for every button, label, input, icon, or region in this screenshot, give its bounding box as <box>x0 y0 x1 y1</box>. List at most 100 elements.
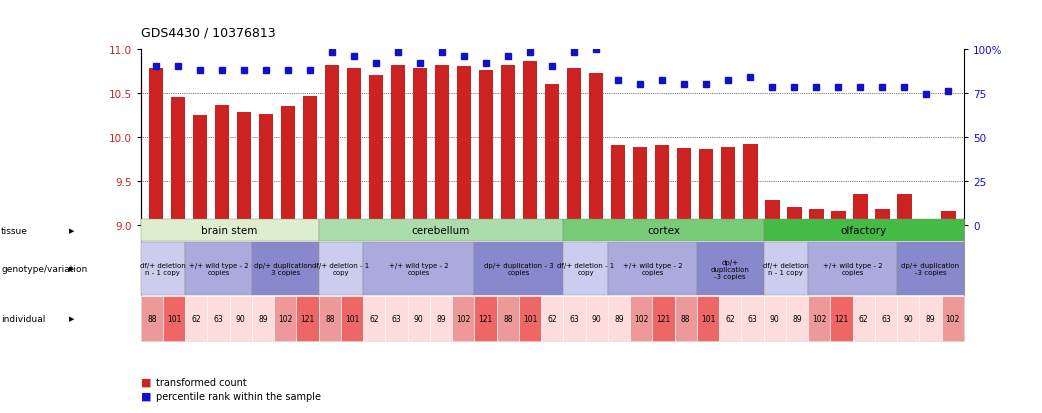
Text: ■: ■ <box>141 377 151 387</box>
Bar <box>237 113 251 225</box>
Text: 90: 90 <box>414 314 424 323</box>
Text: 101: 101 <box>345 314 359 323</box>
Text: 62: 62 <box>547 314 557 323</box>
Bar <box>919 221 934 225</box>
Text: individual: individual <box>1 314 46 323</box>
Text: df/+ deletion
n - 1 copy: df/+ deletion n - 1 copy <box>763 262 809 275</box>
Text: 101: 101 <box>701 314 715 323</box>
Bar <box>303 97 318 225</box>
Text: 102: 102 <box>812 314 826 323</box>
Text: 88: 88 <box>325 314 334 323</box>
Text: 63: 63 <box>747 314 758 323</box>
Bar <box>281 107 295 225</box>
Text: 121: 121 <box>478 314 493 323</box>
Bar <box>479 71 493 225</box>
Text: +/+ wild type - 2
copies: +/+ wild type - 2 copies <box>823 262 883 275</box>
Text: dp/+ duplication
-3 copies: dp/+ duplication -3 copies <box>901 262 960 275</box>
Bar <box>655 146 669 225</box>
Bar <box>413 69 427 225</box>
Text: genotype/variation: genotype/variation <box>1 264 88 273</box>
Bar <box>832 212 845 225</box>
Text: 63: 63 <box>882 314 891 323</box>
Text: 63: 63 <box>570 314 579 323</box>
Bar <box>436 65 449 225</box>
Text: percentile rank within the sample: percentile rank within the sample <box>156 391 321 401</box>
Text: brain stem: brain stem <box>201 225 257 236</box>
Bar <box>875 209 890 225</box>
Bar <box>171 98 185 225</box>
Text: 102: 102 <box>945 314 960 323</box>
Text: 102: 102 <box>278 314 293 323</box>
Bar <box>810 209 823 225</box>
Bar <box>325 65 340 225</box>
Bar <box>369 76 383 225</box>
Text: ▶: ▶ <box>69 266 74 272</box>
Bar <box>215 106 229 225</box>
Text: +/+ wild type - 2
copies: +/+ wild type - 2 copies <box>389 262 449 275</box>
Text: 88: 88 <box>503 314 513 323</box>
Bar <box>589 74 603 225</box>
Text: ■: ■ <box>141 391 151 401</box>
Bar <box>634 148 647 225</box>
Text: df/+ deletion - 1
copy: df/+ deletion - 1 copy <box>557 262 614 275</box>
Bar <box>193 115 207 225</box>
Bar <box>853 195 868 225</box>
Text: 89: 89 <box>258 314 268 323</box>
Text: df/+ deletion - 1
copy: df/+ deletion - 1 copy <box>313 262 370 275</box>
Text: 88: 88 <box>147 314 156 323</box>
Bar <box>897 195 912 225</box>
Text: 102: 102 <box>635 314 648 323</box>
Text: 90: 90 <box>235 314 246 323</box>
Bar <box>149 69 164 225</box>
Bar <box>699 150 714 225</box>
Text: 101: 101 <box>523 314 538 323</box>
Text: 90: 90 <box>903 314 913 323</box>
Text: 89: 89 <box>925 314 936 323</box>
Text: 121: 121 <box>835 314 848 323</box>
Text: 89: 89 <box>792 314 801 323</box>
Text: 90: 90 <box>592 314 601 323</box>
Text: transformed count: transformed count <box>156 377 247 387</box>
Text: dp/+
duplication
-3 copies: dp/+ duplication -3 copies <box>711 259 749 279</box>
Bar <box>259 114 273 225</box>
Bar <box>941 212 956 225</box>
Text: dp/+ duplication - 3
copies: dp/+ duplication - 3 copies <box>485 262 553 275</box>
Text: dp/+ duplication -
3 copies: dp/+ duplication - 3 copies <box>254 262 317 275</box>
Text: olfactory: olfactory <box>841 225 887 236</box>
Text: 89: 89 <box>437 314 446 323</box>
Text: 101: 101 <box>167 314 181 323</box>
Bar <box>523 62 538 225</box>
Text: 88: 88 <box>681 314 691 323</box>
Text: tissue: tissue <box>1 226 28 235</box>
Text: 121: 121 <box>656 314 671 323</box>
Text: GDS4430 / 10376813: GDS4430 / 10376813 <box>141 26 275 39</box>
Text: +/+ wild type - 2
copies: +/+ wild type - 2 copies <box>189 262 248 275</box>
Bar <box>743 145 758 225</box>
Bar <box>347 69 362 225</box>
Text: +/+ wild type - 2
copies: +/+ wild type - 2 copies <box>622 262 683 275</box>
Text: cerebellum: cerebellum <box>412 225 470 236</box>
Text: 62: 62 <box>859 314 869 323</box>
Text: 102: 102 <box>456 314 470 323</box>
Bar <box>545 85 560 225</box>
Bar <box>677 149 692 225</box>
Bar <box>391 65 405 225</box>
Text: 62: 62 <box>725 314 735 323</box>
Bar <box>457 67 471 225</box>
Text: ▶: ▶ <box>69 228 74 234</box>
Text: 62: 62 <box>192 314 201 323</box>
Text: df/+ deletion
n - 1 copy: df/+ deletion n - 1 copy <box>140 262 185 275</box>
Bar <box>612 146 625 225</box>
Bar <box>501 65 516 225</box>
Bar <box>787 208 801 225</box>
Text: cortex: cortex <box>647 225 680 236</box>
Text: 63: 63 <box>214 314 223 323</box>
Bar <box>567 69 581 225</box>
Text: 90: 90 <box>770 314 779 323</box>
Text: 121: 121 <box>300 314 315 323</box>
Bar <box>721 148 736 225</box>
Text: ▶: ▶ <box>69 316 74 321</box>
Text: 89: 89 <box>614 314 624 323</box>
Bar <box>765 201 779 225</box>
Text: 62: 62 <box>370 314 379 323</box>
